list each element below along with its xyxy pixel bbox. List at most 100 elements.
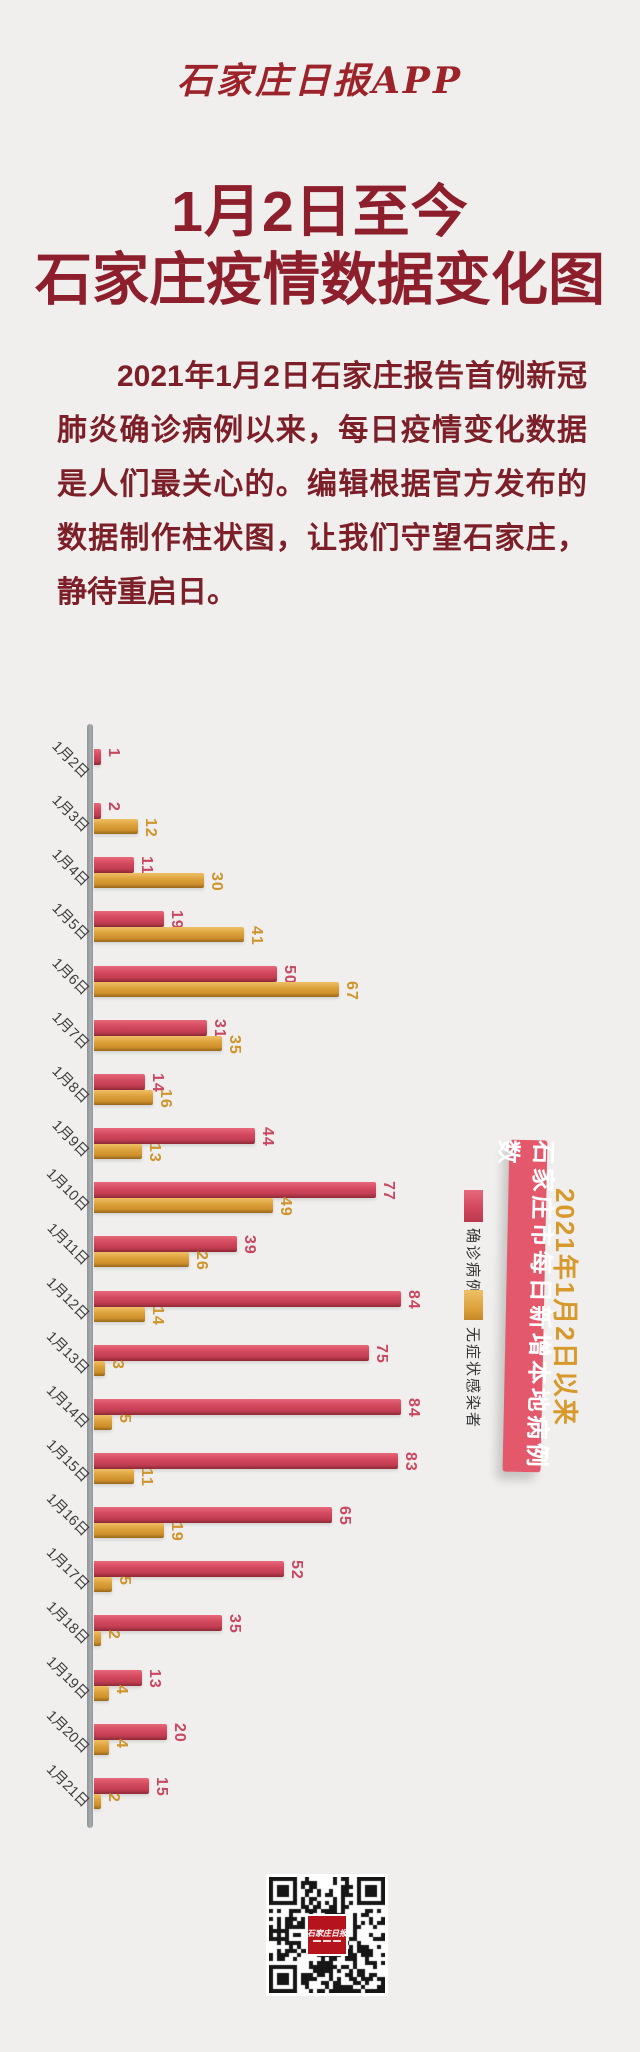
bar-confirmed [94, 1561, 284, 1577]
bar-value-label: 5 [116, 1414, 133, 1424]
qr-center-label: 石家庄日报 [307, 1928, 347, 1938]
bar-value-label: 20 [171, 1723, 188, 1743]
bar-value-label: 50 [281, 965, 298, 985]
bar-value-label: 19 [168, 1522, 185, 1542]
axis-date-label: 1月4日 [48, 846, 92, 890]
bar-value-label: 16 [157, 1089, 174, 1109]
page-title-line2: 石家庄疫情数据变化图 [35, 248, 605, 312]
bar-asymptomatic [94, 1577, 112, 1592]
bar-value-label: 19 [168, 910, 185, 930]
bar-value-label: 11 [138, 856, 155, 875]
bar-value-label: 14 [149, 1306, 166, 1326]
chart-subtitle-vertical: 2021年1月2日以来 [550, 1188, 580, 1427]
legend-label-asymptomatic: 无症状感染者 [464, 1327, 481, 1430]
bar-asymptomatic [94, 1523, 164, 1538]
bar-asymptomatic [94, 1198, 273, 1213]
axis-date-label: 1月10日 [42, 1165, 92, 1215]
bar-value-label: 39 [241, 1235, 258, 1255]
axis-date-label: 1月5日 [48, 900, 92, 944]
axis-date-label: 1月17日 [42, 1544, 92, 1594]
axis-date-label: 1月3日 [48, 792, 92, 836]
bar-asymptomatic [94, 1686, 109, 1701]
bar-value-label: 41 [248, 926, 265, 946]
axis-date-label: 1月16日 [42, 1490, 92, 1540]
bar-confirmed [94, 1236, 237, 1252]
bar-asymptomatic [94, 1415, 112, 1430]
bar-asymptomatic [94, 873, 204, 888]
bar-confirmed [94, 1507, 332, 1523]
axis-date-label: 1月19日 [42, 1653, 92, 1703]
legend-swatch-asymptomatic [464, 1290, 483, 1320]
bar-asymptomatic [94, 1469, 134, 1484]
axis-date-label: 1月9日 [48, 1117, 92, 1161]
bar-confirmed [94, 749, 101, 765]
bar-chart: 1月2日 1 1月3日 2 12 1月4日 11 30 1月5日 19 41 1月6日 50 67 1月7日… [0, 722, 640, 1842]
bar-confirmed [94, 1724, 167, 1740]
bar-value-label: 77 [380, 1181, 397, 1201]
bar-value-label: 26 [193, 1251, 210, 1271]
axis-date-label: 1月20日 [42, 1707, 92, 1757]
qr-center-logo: 石家庄日报 [306, 1914, 348, 1956]
page-title-line1: 1月2日至今 [171, 180, 469, 244]
bar-value-label: 84 [405, 1398, 422, 1418]
bar-confirmed [94, 1615, 222, 1631]
bar-asymptomatic [94, 1631, 101, 1646]
bar-confirmed [94, 803, 101, 819]
bar-value-label: 3 [109, 1360, 126, 1370]
bar-asymptomatic [94, 1090, 153, 1105]
bar-value-label: 84 [405, 1290, 422, 1310]
axis-date-label: 1月21日 [42, 1761, 92, 1811]
bar-value-label: 12 [142, 818, 159, 838]
bar-value-label: 2 [105, 802, 122, 812]
axis-date-label: 1月6日 [48, 955, 92, 999]
bar-asymptomatic [94, 982, 339, 997]
bar-confirmed [94, 1399, 401, 1415]
chart-title-banner: 石家庄市每日新增本地病例数 [494, 1139, 556, 1473]
bar-confirmed [94, 1291, 401, 1307]
chart-axis-line [87, 724, 93, 1828]
axis-date-label: 1月11日 [43, 1220, 92, 1269]
bar-confirmed [94, 1453, 398, 1469]
bar-asymptomatic [94, 1740, 109, 1755]
bar-confirmed [94, 1778, 149, 1794]
bar-confirmed [94, 1670, 142, 1686]
bar-value-label: 35 [226, 1035, 243, 1055]
newspaper-logo: 石家庄日报APP [176, 60, 464, 102]
bar-value-label: 13 [146, 1143, 163, 1163]
bar-value-label: 2 [105, 1630, 122, 1640]
bar-value-label: 4 [113, 1685, 130, 1695]
bar-confirmed [94, 1128, 255, 1144]
axis-date-label: 1月18日 [42, 1598, 92, 1648]
bar-value-label: 49 [277, 1197, 294, 1217]
axis-date-label: 1月7日 [48, 1009, 92, 1053]
bar-asymptomatic [94, 927, 244, 942]
bar-value-label: 15 [153, 1777, 170, 1797]
bar-confirmed [94, 857, 134, 873]
bar-asymptomatic [94, 1794, 101, 1809]
axis-date-label: 1月15日 [42, 1436, 92, 1486]
bar-value-label: 14 [149, 1073, 166, 1093]
axis-date-label: 1月12日 [42, 1274, 92, 1324]
bar-value-label: 44 [259, 1127, 276, 1147]
bar-value-label: 13 [146, 1669, 163, 1689]
bar-value-label: 52 [288, 1560, 305, 1580]
bar-asymptomatic [94, 1144, 142, 1159]
axis-date-label: 1月13日 [42, 1328, 92, 1378]
bar-value-label: 1 [105, 748, 122, 758]
intro-paragraph: 2021年1月2日石家庄报告首例新冠肺炎确诊病例以来，每日疫情变化数据是人们最关… [57, 360, 587, 609]
bar-value-label: 11 [138, 1468, 155, 1487]
bar-asymptomatic [94, 1252, 189, 1267]
bar-confirmed [94, 1020, 207, 1036]
bar-value-label: 35 [226, 1614, 243, 1634]
bar-confirmed [94, 966, 277, 982]
bar-value-label: 30 [208, 872, 225, 892]
bar-asymptomatic [94, 819, 138, 834]
bar-value-label: 2 [105, 1793, 122, 1803]
bar-value-label: 31 [211, 1019, 228, 1039]
bar-confirmed [94, 911, 164, 927]
bar-confirmed [94, 1345, 369, 1361]
qr-center-dots [313, 1940, 341, 1942]
bar-asymptomatic [94, 1036, 222, 1051]
qr-code: 石家庄日报 [266, 1874, 388, 1996]
